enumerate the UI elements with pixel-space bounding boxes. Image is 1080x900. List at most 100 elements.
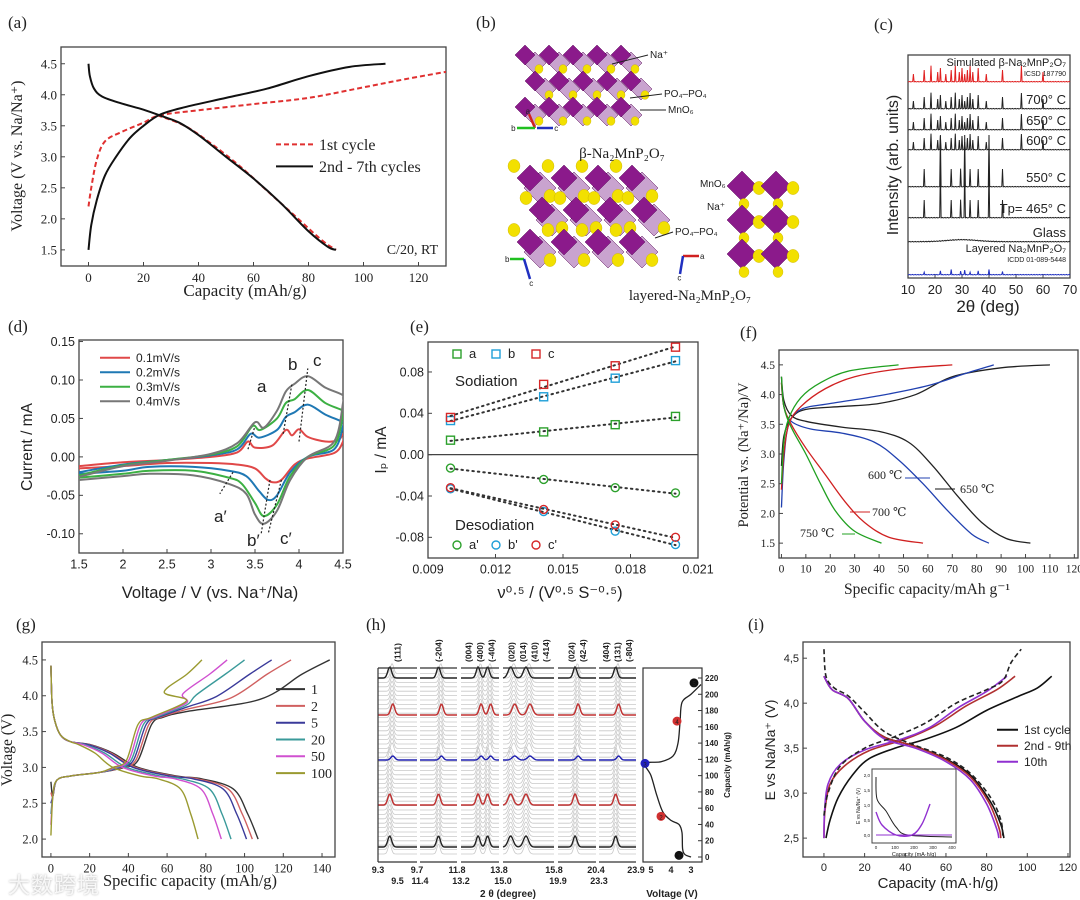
waterfall-trace (599, 737, 636, 749)
waterfall-trace (502, 790, 554, 802)
hkl-label: (404) (601, 642, 611, 662)
waterfall-trace (599, 812, 636, 824)
highlight-trace (420, 835, 457, 848)
x-tick-label: 9.5 (391, 876, 404, 886)
voltage-tick-label: 4 (668, 865, 673, 875)
waterfall-trace (420, 764, 457, 776)
x-tick-label: 40 (899, 862, 911, 874)
waterfall-trace (461, 728, 499, 740)
waterfall-trace (502, 746, 554, 758)
waterfall-trace (503, 729, 554, 741)
panel-label: (d) (8, 317, 28, 336)
data-point (610, 419, 620, 430)
capacity-tick-label: 80 (705, 788, 714, 797)
waterfall-trace (378, 676, 417, 688)
panel-label: (a) (8, 13, 27, 32)
y-tick-label: -0.04 (396, 489, 425, 503)
x-tick-label: 11.8 (448, 865, 465, 875)
highlight-trace (558, 702, 596, 716)
highlight-trace (378, 702, 417, 716)
waterfall-trace (558, 676, 596, 688)
x-tick-label: 100 (354, 270, 374, 285)
waterfall-trace (503, 698, 554, 710)
waterfall-trace (599, 764, 636, 776)
waterfall-trace (461, 825, 499, 837)
waterfall-trace (599, 821, 636, 833)
x-tick-label: 110 (1042, 564, 1059, 576)
highlight-trace (461, 834, 499, 848)
legend-label: a (469, 346, 477, 361)
series-line-1 (156, 114, 337, 251)
inset-x-tick: 100 (891, 845, 899, 850)
inset-x-tick: 300 (929, 845, 937, 850)
hkl-label: (400) (475, 642, 485, 662)
waterfall-trace (503, 685, 554, 697)
trace-label: 700° C (1026, 92, 1066, 107)
cycle-curve-1 (50, 659, 331, 797)
x-axis-label: Voltage / V (vs. Na⁺/Na) (122, 584, 299, 602)
series-line-3 (79, 375, 343, 525)
highlight-trace (420, 755, 457, 761)
capacity-tick-label: 20 (705, 837, 714, 846)
temperature-label: 600 ℃ (868, 468, 902, 482)
waterfall-trace (378, 746, 417, 758)
x-tick-label: 20 (928, 282, 942, 297)
waterfall-trace (461, 676, 499, 688)
data-point (670, 532, 681, 543)
mno6-octahedron (726, 204, 758, 236)
y-tick-label: 2.5 (41, 180, 57, 195)
capacity-tick-label: 100 (705, 772, 719, 781)
highlight-trace (461, 702, 499, 716)
mno6-octahedron (548, 70, 570, 92)
waterfall-trace (558, 830, 596, 842)
data-point (610, 373, 620, 383)
inset-y-tick: 1,5 (864, 788, 871, 793)
x-tick-label: 50 (1009, 282, 1023, 297)
x-tick-label: 2 (120, 558, 127, 572)
state-marker (656, 811, 666, 821)
hkl-label: (-414) (541, 639, 551, 662)
na-ion (609, 223, 623, 237)
waterfall-trace (461, 680, 499, 692)
mno6-octahedron (610, 96, 632, 118)
label-pointer (654, 231, 674, 239)
plot-frame (60, 46, 447, 267)
x-tick-label: 120 (274, 862, 293, 876)
waterfall-trace (502, 839, 554, 851)
waterfall-trace (378, 689, 417, 701)
state-marker (689, 678, 699, 688)
waterfall-trace (378, 680, 417, 692)
y-tick-label: 4.0 (22, 689, 38, 703)
waterfall-trace (558, 786, 596, 798)
na-ion (582, 64, 592, 74)
x-axis-label: 2 θ (degree) (480, 889, 536, 900)
waterfall-trace (502, 781, 554, 793)
highlight-trace (503, 755, 554, 761)
data-point (445, 483, 456, 493)
hkl-label: (014) (518, 642, 528, 662)
x-tick-label: 3 (208, 558, 215, 572)
axis-letter: a (526, 107, 531, 116)
highlight-trace (420, 793, 457, 806)
waterfall-trace (461, 781, 499, 793)
x-tick-label: 80 (302, 270, 315, 285)
waterfall-trace (558, 843, 596, 855)
x-tick-label: 1.5 (70, 558, 87, 572)
mno6-octahedron (524, 70, 546, 92)
na-ion (553, 191, 567, 205)
voltage-frame (642, 667, 703, 863)
waterfall-trace (558, 746, 596, 758)
waterfall-trace (461, 772, 499, 784)
cycle-curve-100 (50, 659, 203, 836)
waterfall-trace (461, 843, 499, 855)
waterfall-trace (599, 741, 636, 754)
y-tick-label: 0.00 (400, 448, 424, 462)
inset-y-tick: 0,5 (864, 818, 871, 823)
waterfall-trace (378, 671, 417, 683)
waterfall-trace (378, 737, 417, 749)
waterfall-trace (599, 711, 636, 723)
legend-label: 50 (311, 750, 325, 765)
y-tick-label: 2.0 (761, 508, 776, 520)
data-point (670, 539, 681, 550)
x-tick-label: 60 (161, 862, 174, 876)
